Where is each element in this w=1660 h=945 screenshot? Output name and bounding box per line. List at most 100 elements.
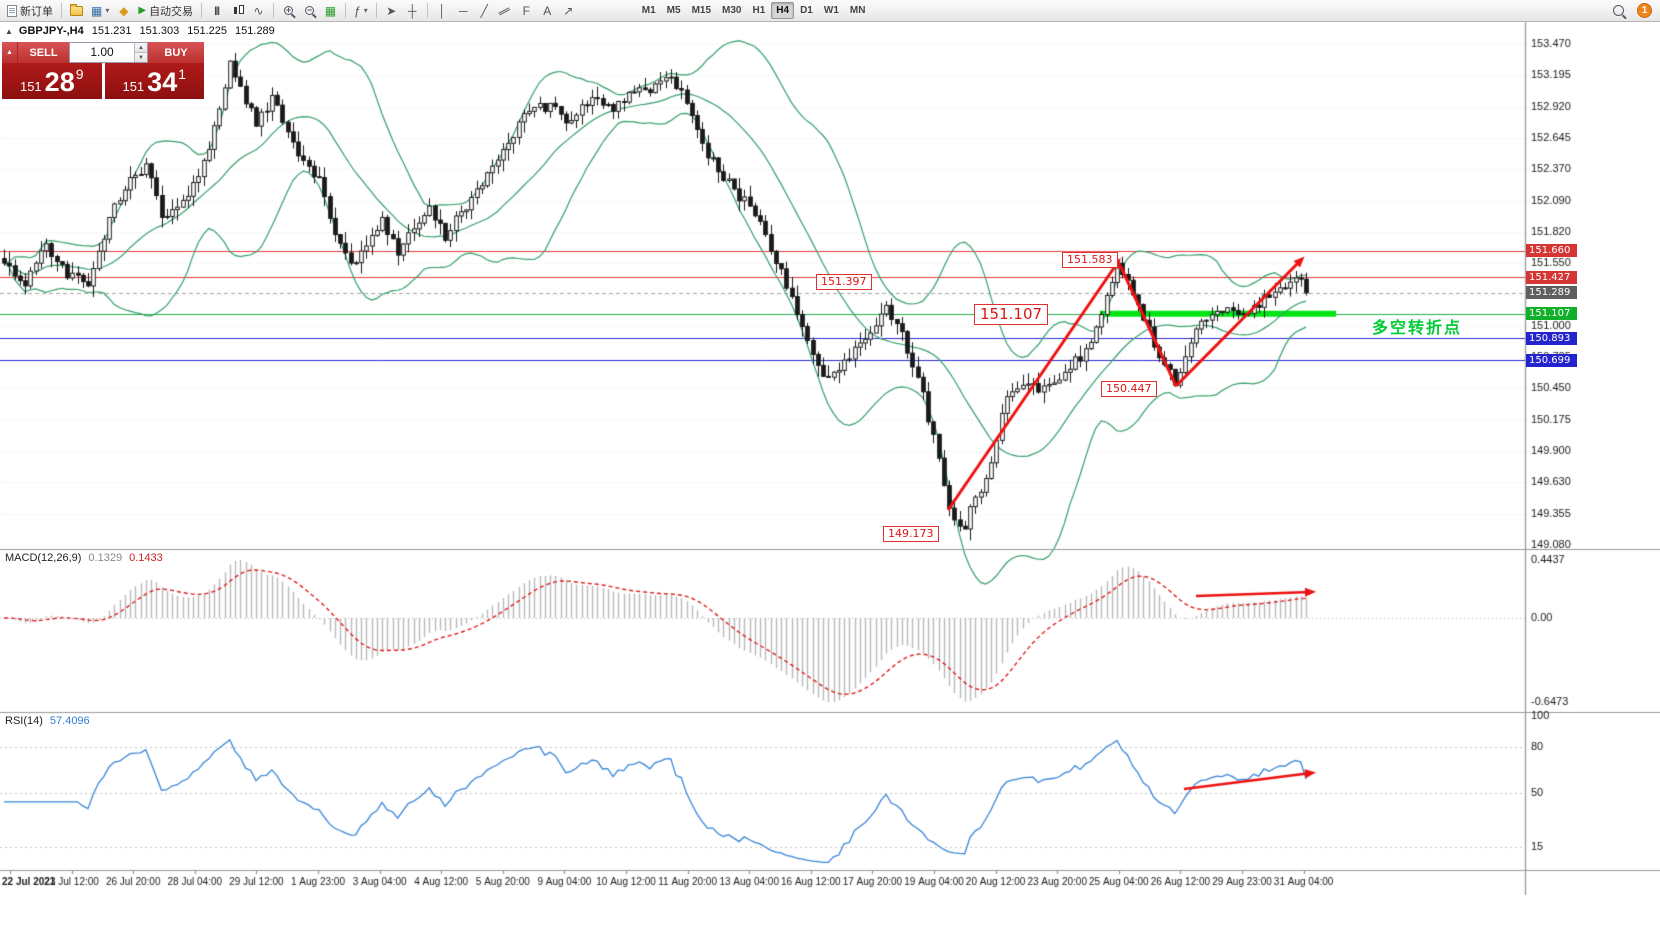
macd-name: MACD(12,26,9)	[5, 552, 82, 564]
zoom-out-button[interactable]: −	[299, 1, 320, 20]
lot-spinner: ▲ ▼	[134, 43, 147, 62]
macd-pane-label: MACD(12,26,9) 0.1329 0.1433	[5, 552, 163, 564]
profiles-button[interactable]	[66, 1, 87, 20]
new-order-button[interactable]: 新订单	[3, 1, 57, 20]
indicators-button[interactable]: ƒ ▾	[350, 1, 372, 20]
search-icon	[1613, 5, 1624, 16]
buy-price-display[interactable]: 151 34 1	[104, 63, 204, 99]
autotrading-button[interactable]: ▶ 自动交易	[134, 1, 197, 20]
sell-price-pip: 9	[75, 66, 84, 82]
cursor-button[interactable]: ➤	[381, 1, 402, 20]
toolbar-separator	[426, 3, 428, 18]
new-order-label: 新订单	[20, 5, 53, 18]
price-axis-tag: 150.699	[1526, 353, 1577, 367]
rsi-pane-label: RSI(14) 57.4096	[5, 715, 90, 727]
bar-chart-button[interactable]: |||	[206, 1, 227, 20]
panel-collapse-button[interactable]: ▲	[2, 42, 17, 63]
sell-button[interactable]: SELL	[17, 42, 69, 63]
crosshair-icon: ┼	[408, 3, 417, 18]
price-axis-tag: 151.660	[1526, 244, 1577, 258]
price-annotation: 150.447	[1101, 381, 1157, 397]
toolbar-separator	[345, 3, 347, 18]
tile-windows-button[interactable]: ▦	[320, 1, 341, 20]
crosshair-button[interactable]: ┼	[402, 1, 423, 20]
buy-price-big: 34	[147, 67, 178, 97]
text-tool-icon: A	[543, 3, 552, 18]
candlestick-chart-button[interactable]	[227, 1, 248, 20]
timeframe-toolbar: M1 M5 M15 M30 H1 H4 D1 W1 MN	[637, 2, 871, 19]
price-annotation: 151.107	[974, 304, 1049, 325]
tile-windows-icon: ▦	[324, 3, 337, 18]
timeframe-mn-button[interactable]: MN	[849, 5, 866, 16]
timeframe-m30-button[interactable]: M30	[722, 5, 742, 16]
horizontal-line-button[interactable]: ─	[453, 1, 474, 20]
toolbar-right-group: 1	[1608, 1, 1657, 20]
timeframe-w1-button[interactable]: W1	[823, 5, 839, 16]
lot-decrease-button[interactable]: ▼	[135, 52, 147, 62]
timeframe-m1-button[interactable]: M1	[641, 5, 656, 16]
channel-button[interactable]: ∥	[495, 1, 516, 20]
new-order-icon	[7, 4, 17, 17]
trendline-button[interactable]: ╱	[474, 1, 495, 20]
chevron-down-icon: ▾	[105, 6, 110, 15]
one-click-toggle-icon[interactable]: ▲	[5, 26, 13, 36]
play-icon: ▶	[138, 4, 147, 16]
autotrading-label: 自动交易	[149, 5, 194, 18]
one-click-trading-panel: ▲ SELL 1.00 ▲ ▼ BUY 151 28 9 151 34 1	[2, 42, 204, 99]
symbol-info: ▲ GBPJPY-,H4 151.231 151.303 151.225 151…	[5, 25, 275, 37]
price-axis-tag: 151.289	[1526, 286, 1577, 300]
sell-price-display[interactable]: 151 28 9	[2, 63, 102, 99]
text-tool-button[interactable]: A	[537, 1, 558, 20]
lot-increase-button[interactable]: ▲	[135, 43, 147, 52]
metaeditor-button[interactable]: ◆	[113, 1, 134, 20]
price-annotation: 149.173	[883, 526, 939, 542]
trendline-icon: ╱	[480, 3, 488, 18]
vertical-line-button[interactable]: │	[432, 1, 453, 20]
folder-icon	[70, 3, 83, 16]
zoom-in-button[interactable]: +	[278, 1, 299, 20]
fibonacci-button[interactable]: F	[516, 1, 537, 20]
indicators-icon: ƒ	[354, 3, 361, 18]
price-axis-tag: 151.107	[1526, 307, 1577, 321]
price-annotation: 151.583	[1062, 252, 1118, 268]
toolbar-separator	[201, 3, 203, 18]
symbol-name: GBPJPY-,H4	[18, 25, 84, 37]
candlestick-icon	[232, 4, 244, 17]
rsi-value: 57.4096	[49, 715, 90, 727]
ohlc-open: 151.231	[91, 25, 132, 37]
price-annotation: 151.397	[816, 274, 872, 290]
sell-price-big: 28	[44, 67, 75, 97]
vertical-line-icon: │	[438, 3, 447, 18]
ohlc-high: 151.303	[139, 25, 180, 37]
rsi-name: RSI(14)	[5, 715, 43, 727]
fibonacci-icon: F	[522, 3, 530, 18]
timeframe-h1-button[interactable]: H1	[752, 5, 766, 16]
notification-badge[interactable]: 1	[1637, 3, 1652, 18]
search-button[interactable]	[1608, 1, 1629, 20]
macd-signal-value: 0.1433	[129, 552, 163, 564]
zoom-in-icon: +	[284, 4, 294, 15]
timeframe-m5-button[interactable]: M5	[666, 5, 681, 16]
line-chart-button[interactable]: ∿	[248, 1, 269, 20]
price-axis-tag: 151.427	[1526, 270, 1577, 284]
chevron-down-icon: ▾	[363, 6, 368, 15]
ohlc-low: 151.225	[187, 25, 228, 37]
turning-point-text: 多空转折点	[1372, 320, 1463, 337]
line-chart-icon: ∿	[253, 3, 264, 18]
main-toolbar: 新订单 ▦ ▾ ◆ ▶ 自动交易 ||| ∿ + − ▦ ƒ ▾ ➤ ┼ │ ─ ╱…	[0, 0, 1660, 22]
arrow-tool-icon: ↗	[563, 3, 574, 18]
lot-size-value[interactable]: 1.00	[90, 45, 114, 59]
horizontal-line-icon: ─	[459, 3, 468, 18]
timeframe-m15-button[interactable]: M15	[691, 5, 712, 16]
buy-price-pip: 1	[178, 66, 187, 82]
timeframe-d1-button[interactable]: D1	[800, 5, 813, 16]
new-chart-button[interactable]: ▦ ▾	[87, 1, 113, 20]
lot-size-field[interactable]: 1.00 ▲ ▼	[69, 42, 148, 63]
toolbar-separator	[61, 3, 62, 18]
arrows-tool-button[interactable]: ↗	[558, 1, 579, 20]
new-chart-icon: ▦	[91, 3, 103, 18]
price-axis-tag: 150.893	[1526, 331, 1577, 345]
buy-button[interactable]: BUY	[148, 42, 204, 63]
timeframe-h4-button[interactable]: H4	[771, 2, 795, 19]
